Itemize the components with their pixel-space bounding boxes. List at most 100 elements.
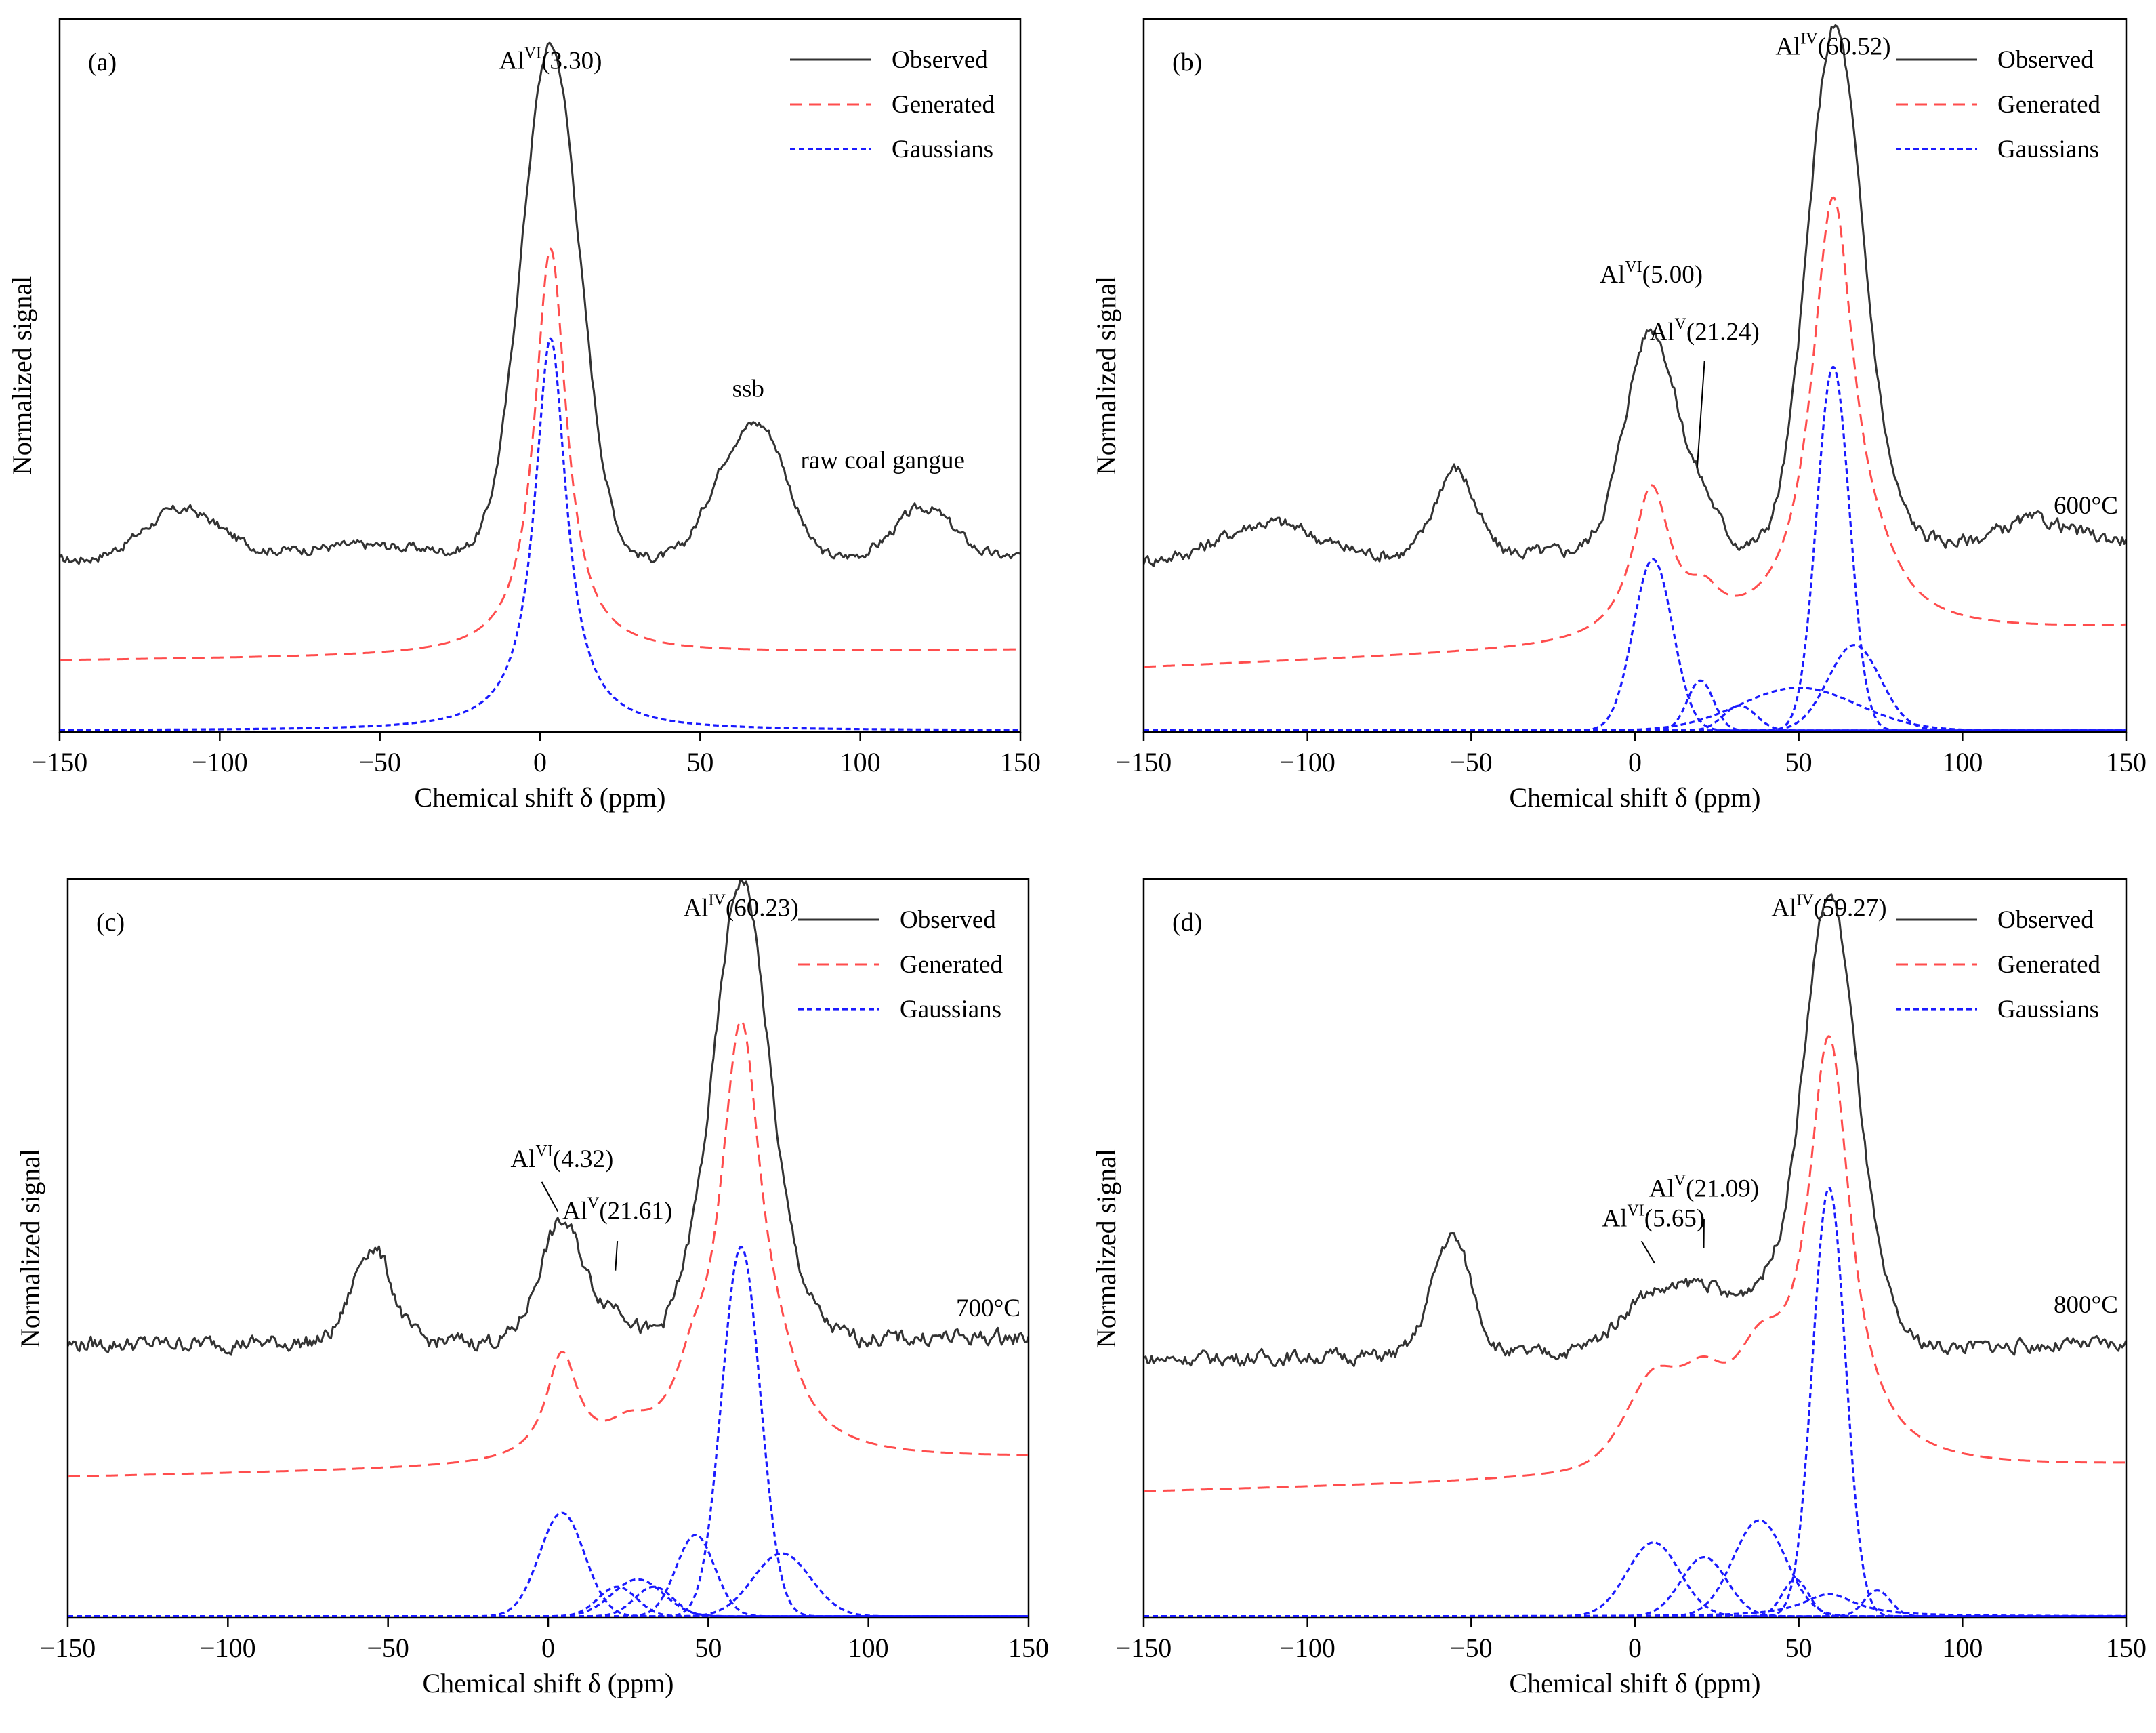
x-tick-label: −150: [1116, 747, 1172, 777]
x-tick-label: −100: [1279, 1633, 1335, 1663]
x-tick-label: 50: [695, 1633, 722, 1663]
annotation-leader-line: [541, 1181, 559, 1212]
legend-label-gaussians: Gaussians: [892, 136, 993, 163]
x-tick-label: −100: [1279, 747, 1335, 777]
annotation-prefix: Al: [511, 1145, 536, 1173]
x-tick-label: −150: [1116, 1633, 1172, 1663]
sample-temperature-label: 800°C: [2054, 1291, 2118, 1319]
annotation-suffix: (4.32): [553, 1145, 613, 1173]
series-generated: [1144, 1035, 2126, 1492]
annotation-prefix: Al: [1602, 1204, 1627, 1232]
chart-panel-d: −150 −100 −50 0 50 100 150 Chemical shift δ (pp…: [1091, 878, 2147, 1698]
curves: [60, 41, 1020, 731]
x-tick-label: 0: [541, 1633, 555, 1663]
annotation-prefix: Al: [1771, 895, 1796, 922]
peak-annotation-label: AlIV(60.52): [1775, 30, 1890, 61]
peak-annotation-label: raw coal gangue: [801, 447, 965, 474]
annotation-superscript: IV: [709, 892, 726, 910]
peak-annotation-label: AlV(21.61): [562, 1194, 672, 1225]
annotation-superscript: VI: [1627, 1202, 1644, 1219]
annotation-leader-line: [1640, 1240, 1655, 1264]
peak-annotation: AlVI(4.32): [511, 1143, 614, 1173]
series-gaussians-component-0: [60, 337, 1020, 731]
y-axis-title: Normalized signal: [1091, 276, 1121, 475]
x-tick-label: −50: [358, 747, 401, 777]
x-tick-label: −100: [200, 1633, 256, 1663]
legend-label-observed: Observed: [1997, 46, 2094, 74]
peak-annotation-label: AlV(21.09): [1649, 1173, 1759, 1203]
panel-label: (a): [88, 48, 117, 77]
x-tick-label: 50: [1785, 1633, 1812, 1663]
x-tick-label: −50: [1450, 747, 1493, 777]
x-axis-title: Chemical shift δ (ppm): [415, 782, 666, 813]
chart-panel-c: −150 −100 −50 0 50 100 150 Chemical shift δ (pp…: [15, 878, 1049, 1698]
annotation-superscript: VI: [1625, 258, 1642, 276]
x-tick-label: 0: [533, 747, 547, 777]
legend: Observed Generated Gaussians: [1896, 906, 2101, 1023]
annotation-prefix: Al: [1650, 318, 1675, 346]
chart-panel-a: −150 −100 −50 0 50 100 150 Chemical shift δ (pp…: [7, 18, 1041, 813]
annotation-suffix: (5.65): [1644, 1204, 1705, 1232]
x-tick-label: 50: [1785, 747, 1812, 777]
sample-temperature-label: 600°C: [2054, 492, 2118, 520]
peak-annotation-label: AlVI(3.30): [499, 45, 602, 75]
x-tick-label: −150: [40, 1633, 96, 1663]
peak-annotation: AlIV(60.52): [1775, 30, 1890, 61]
series-generated: [68, 1019, 1028, 1478]
annotation-prefix: Al: [1649, 1175, 1674, 1203]
legend-label-gaussians: Gaussians: [1997, 996, 2099, 1023]
x-tick-label: 150: [1000, 747, 1041, 777]
peak-annotation: AlIV(59.27): [1771, 892, 1886, 922]
peak-annotation: raw coal gangue: [801, 447, 965, 474]
x-tick-label: 0: [1628, 747, 1642, 777]
annotation-prefix: raw coal gangue: [801, 447, 965, 474]
curves: [1144, 893, 2126, 1617]
legend-label-gaussians: Gaussians: [1997, 136, 2099, 163]
series-gaussians-component-6: [1144, 1593, 2126, 1617]
annotation-prefix: Al: [1600, 261, 1625, 289]
legend-label-generated: Generated: [892, 91, 995, 119]
x-tick-label: −100: [192, 747, 248, 777]
annotation-prefix: Al: [499, 47, 524, 75]
panel-label: (b): [1172, 48, 1202, 77]
x-tick-label: 0: [1628, 1633, 1642, 1663]
legend-label-observed: Observed: [892, 46, 988, 74]
series-generated: [1144, 196, 2126, 668]
annotation-suffix: (21.24): [1686, 318, 1760, 346]
annotation-suffix: (5.00): [1642, 261, 1703, 289]
annotation-leader-line: [615, 1241, 619, 1271]
annotation-prefix: ssb: [732, 375, 764, 403]
annotation-superscript: V: [1674, 1173, 1686, 1190]
annotation-suffix: (60.52): [1818, 33, 1891, 61]
legend-label-observed: Observed: [900, 906, 996, 934]
annotation-prefix: Al: [1775, 33, 1800, 61]
x-tick-label: 150: [2106, 747, 2147, 777]
series-generated: [60, 247, 1020, 661]
annotation-superscript: V: [1675, 315, 1687, 333]
peak-annotation: AlVI(3.30): [499, 45, 602, 75]
series-observed: [60, 41, 1020, 565]
x-tick-label: −150: [32, 747, 88, 777]
annotation-superscript: IV: [1800, 30, 1818, 48]
x-tick-label: 100: [840, 747, 881, 777]
peak-annotation-label: AlVI(5.65): [1602, 1202, 1705, 1232]
chart-panel-b: −150 −100 −50 0 50 100 150 Chemical shift δ (pp…: [1091, 18, 2147, 813]
peak-annotation: AlV(21.24): [1650, 315, 1760, 346]
annotation-suffix: (59.27): [1814, 895, 1887, 922]
y-axis-title: Normalized signal: [15, 1149, 45, 1348]
legend-label-generated: Generated: [1997, 91, 2101, 119]
annotation-suffix: (60.23): [726, 895, 799, 922]
peak-annotation: AlV(21.61): [562, 1194, 672, 1225]
y-axis-title: Normalized signal: [7, 276, 37, 475]
legend-label-gaussians: Gaussians: [900, 996, 1001, 1023]
curves: [1144, 24, 2126, 731]
y-axis-title: Normalized signal: [1091, 1149, 1121, 1348]
x-tick-label: 150: [2106, 1633, 2147, 1663]
peak-annotation: AlIV(60.23): [684, 892, 799, 922]
legend-label-generated: Generated: [1997, 951, 2101, 979]
annotation-suffix: (21.09): [1686, 1175, 1759, 1203]
annotation-leader-line: [1696, 361, 1705, 468]
peak-annotation-label: AlV(21.24): [1650, 315, 1760, 346]
